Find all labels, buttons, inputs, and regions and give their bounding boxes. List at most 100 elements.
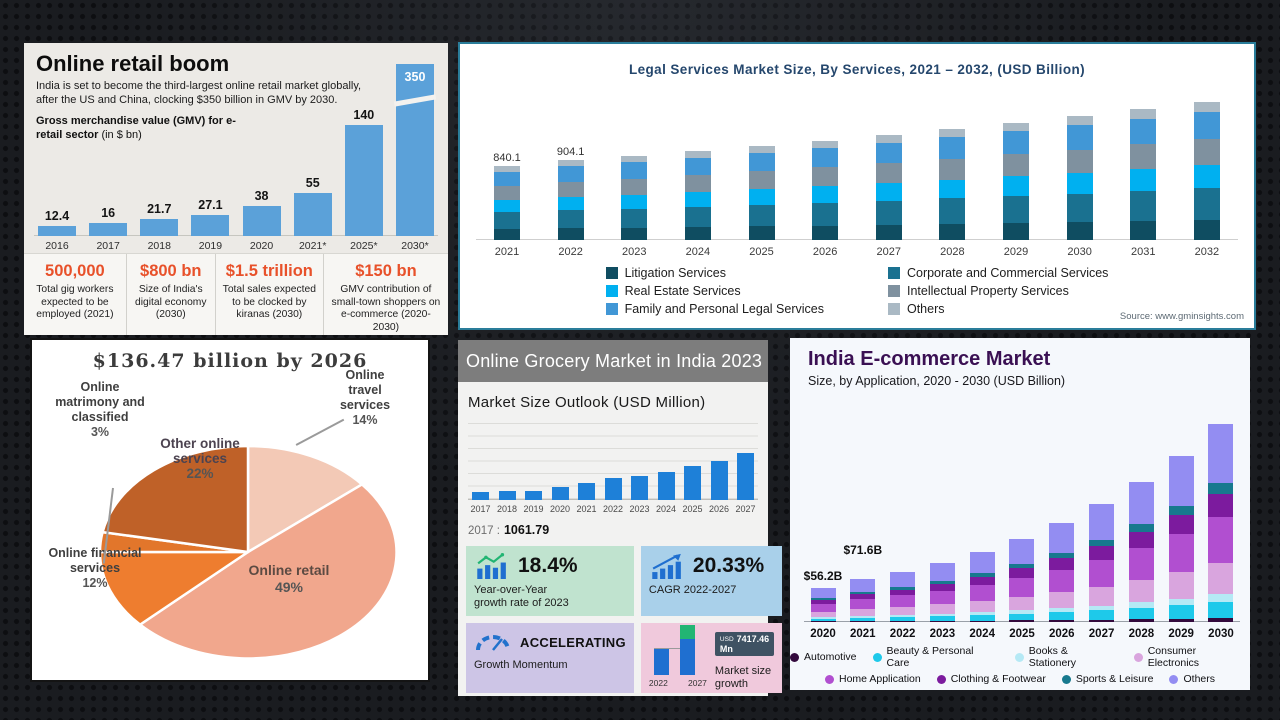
bar-slot: 2027 xyxy=(858,134,920,258)
legend-label: Litigation Services xyxy=(624,266,727,280)
growth-bars-icon xyxy=(477,553,506,579)
stacked-bar-2024 xyxy=(969,551,995,622)
cagr-card: 20.33% CAGR 2022-2027 xyxy=(640,546,783,616)
segment-intellectual-property-services xyxy=(494,186,520,201)
legend-item-intellectual-property-services: Intellectual Property Services xyxy=(887,284,1108,298)
pie-slice-online-travel-services xyxy=(246,444,364,554)
segment-consumer-electronics xyxy=(1009,596,1035,611)
segment-others xyxy=(929,562,955,581)
segment-automotive xyxy=(969,620,995,622)
pie-label-pct: 3% xyxy=(90,425,110,439)
segment-intellectual-property-services xyxy=(684,175,711,192)
segment-real-estate-services xyxy=(1193,165,1220,189)
axis-tick-label: 2030 xyxy=(1208,628,1234,640)
segment-others xyxy=(1049,522,1075,553)
bar-2022 xyxy=(604,478,622,500)
legend-item-consumer-electronics: Consumer Electronics xyxy=(1133,645,1250,669)
segment-family-and-personal-legal-services xyxy=(1130,118,1157,145)
segment-litigation-services xyxy=(812,225,839,240)
segment-clothing-footwear xyxy=(850,594,876,600)
stacked-bar-2021 xyxy=(850,579,876,622)
pie-label-pct: 14% xyxy=(352,413,378,427)
bar-slot: 12.4 2016 xyxy=(34,209,80,253)
mini-bar-2022 xyxy=(653,649,669,675)
segment-intellectual-property-services xyxy=(1066,149,1093,173)
stat-label: Size of India's digital economy (2030) xyxy=(134,284,207,320)
bar-slot: 55 2021* xyxy=(290,176,336,254)
pie-chart xyxy=(98,444,398,660)
stacked-bar-2025 xyxy=(1009,538,1035,622)
segment-corporate-and-commercial-services xyxy=(557,210,584,229)
segment-litigation-services xyxy=(1130,220,1157,240)
segment-books-stationery xyxy=(1009,610,1035,614)
kpi-label: Growth Momentum xyxy=(474,659,568,671)
segment-litigation-services xyxy=(684,227,711,240)
segment-family-and-personal-legal-services xyxy=(1003,131,1029,155)
axis-tick-label: 2027 xyxy=(876,246,901,258)
segment-automotive xyxy=(810,621,836,622)
bar-2026 xyxy=(710,460,728,500)
legend-swatch xyxy=(936,674,946,684)
legend-label: Others xyxy=(1183,673,1215,685)
market-growth-card: 2022 2027 USD 7417.46 Mn Market size grow… xyxy=(640,623,783,693)
legend-item-home-application: Home Application xyxy=(825,673,921,685)
bar-slot: 2024 xyxy=(963,551,1001,642)
segment-clothing-footwear xyxy=(1009,568,1035,578)
segment-home-application xyxy=(1049,569,1075,593)
chart-legend: Automotive Beauty & Personal Care Books & … xyxy=(790,641,1250,685)
axis-tick-label: 2026 xyxy=(812,246,838,258)
pie-label-financial: Online financial services 12% xyxy=(40,546,150,591)
stacked-bar-2028 xyxy=(939,128,966,240)
stats-strip: 500,000 Total gig workers expected to be… xyxy=(24,253,448,335)
stacked-bar-2023 xyxy=(929,562,955,622)
segment-beauty-personal-care xyxy=(1009,613,1035,621)
segment-consumer-electronics xyxy=(810,611,836,618)
legend-label: Automotive xyxy=(804,651,857,663)
pie-label-matrimony: Online matrimony and classified 3% xyxy=(54,380,146,440)
axis-tick-label: 2023 xyxy=(629,504,650,514)
segment-beauty-personal-care xyxy=(1128,608,1154,620)
axis-tick-label: 2017 xyxy=(470,504,491,514)
chart-legend: Litigation Services Corporate and Commerc… xyxy=(460,266,1254,316)
segment-books-stationery xyxy=(929,613,955,617)
legend-label: Consumer Electronics xyxy=(1147,645,1200,669)
axis-tick-label: 2025 xyxy=(1009,628,1035,640)
axis-tick-label: 2020 xyxy=(549,504,571,514)
legal-services-panel: Legal Services Market Size, By Services,… xyxy=(458,42,1256,330)
segment-real-estate-services xyxy=(557,196,584,211)
segment-sports-leisure xyxy=(810,598,836,601)
bar-2030*: 350 xyxy=(393,64,437,236)
segment-others xyxy=(1003,122,1029,132)
pie-label-text: Online retail xyxy=(248,562,330,578)
segment-beauty-personal-care xyxy=(890,617,916,621)
bar-slot: 2021 xyxy=(574,482,599,515)
segment-others xyxy=(850,579,876,593)
segment-corporate-and-commercial-services xyxy=(812,202,839,226)
stat-card: $800 bn Size of India's digital economy … xyxy=(125,254,215,335)
segment-clothing-footwear xyxy=(1128,531,1154,548)
segment-beauty-personal-care xyxy=(1089,610,1115,620)
kpi-value: 20.33% xyxy=(692,554,765,577)
segment-automotive xyxy=(929,620,955,622)
segment-beauty-personal-care xyxy=(850,617,876,622)
stat-card: $150 bn GMV contribution of small-town s… xyxy=(322,254,448,335)
segment-intellectual-property-services xyxy=(1003,154,1029,177)
total-value-label: 840.1 xyxy=(493,152,521,165)
kpi-label: Market size growth xyxy=(714,665,772,690)
segment-others xyxy=(748,145,775,153)
pie-label-travel: Online travel services 14% xyxy=(332,368,398,428)
axis-tick-label: 2025* xyxy=(350,240,378,252)
bar-2017 xyxy=(472,492,489,500)
segment-litigation-services xyxy=(1066,221,1093,240)
segment-family-and-personal-legal-services xyxy=(557,166,584,182)
legend-item-books-stationery: Books & Stationery xyxy=(1014,645,1118,669)
segment-sports-leisure xyxy=(1049,552,1075,559)
legend-item-beauty-personal-care: Beauty & Personal Care xyxy=(872,645,999,669)
segment-sports-leisure xyxy=(1089,539,1115,547)
segment-clothing-footwear xyxy=(969,576,995,585)
bar-2018 xyxy=(140,218,179,236)
bar-2021 xyxy=(578,482,595,500)
axis-tick-label: 2030 xyxy=(1067,246,1092,258)
bar-2025 xyxy=(684,466,701,500)
bar-2020 xyxy=(551,486,569,500)
